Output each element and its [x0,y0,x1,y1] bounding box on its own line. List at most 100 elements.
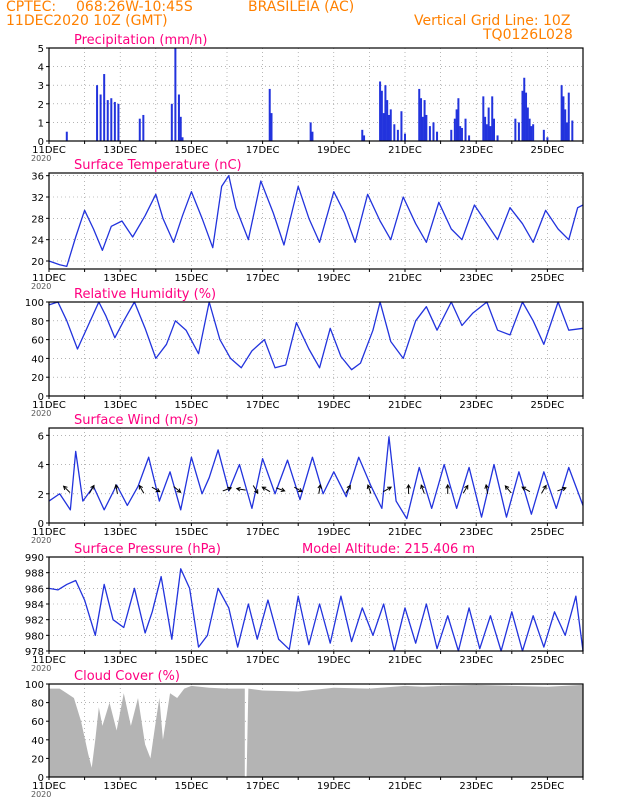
precip-bar [103,74,106,141]
precip-bar [174,48,177,141]
x-tick-label: 25DEC [531,145,565,156]
panel-frame [48,427,584,524]
x-tick-label: 23DEC [459,400,493,411]
wind-arrow-head [261,486,267,491]
precip-bar [432,122,435,141]
x-year-label: 2020 [31,536,51,545]
y-tick-label: 4 [38,63,44,74]
panel-annotation: Model Altitude: 215.406 m [302,542,475,557]
wind-arrow [504,485,512,494]
y-tick-label: 5 [38,44,44,55]
x-tick-label: 23DEC [459,655,493,666]
x-tick-label: 21DEC [388,655,422,666]
x-tick-label: 15DEC [175,781,209,792]
wind-arrow [115,484,118,494]
x-tick-label: 13DEC [103,527,137,538]
x-tick-label: 23DEC [459,781,493,792]
x-year-label: 2020 [31,154,51,163]
x-tick-label: 15DEC [175,655,209,666]
y-tick-label: 100 [25,298,44,309]
y-tick-label: 28 [31,214,44,225]
precip-bar [523,77,526,141]
precip-bar [309,122,312,141]
precip-bar [396,129,399,141]
y-tick-label: 24 [31,236,44,247]
x-tick-label: 11DEC [32,145,66,156]
y-tick-label: 0 [38,519,44,530]
precip-bar [562,96,565,141]
precip-bar [404,133,406,141]
y-tick-label: 20 [31,373,44,384]
temp-line [48,175,584,267]
panel-frame [48,47,584,142]
y-tick-label: 80 [31,699,44,710]
precip-bar [459,126,462,141]
precip-bar [489,126,492,141]
wind-arrow-head [387,486,393,491]
precip-bar [560,85,563,141]
header: CPTEC: 068:26W-10:45S BRASILEIA (AC) 11D… [0,0,618,48]
wind-arrow [236,488,246,491]
precip-bar [421,116,424,141]
x-tick-label: 13DEC [103,781,137,792]
precip-bar [382,113,385,141]
panel-title: Surface Pressure (hPa) [74,542,221,557]
panel-title: Precipitation (mm/h) [74,33,207,48]
precip-bar [96,85,99,141]
header-source: CPTEC: [6,0,57,15]
precip-bar [361,129,364,141]
x-tick-label: 19DEC [317,655,351,666]
x-tick-label: 11DEC [32,781,66,792]
wind-arrow-head [138,484,143,490]
wind-arrow-head [155,487,161,493]
wind-arrow-head [445,483,451,489]
precip-bar [106,100,109,141]
y-tick-label: 980 [25,631,44,642]
header-coords: 068:26W-10:45S [76,0,193,15]
precip-bar [460,127,463,141]
x-tick-label: 23DEC [459,273,493,284]
wind-arrow-head [484,483,489,489]
cloud-area [49,684,583,777]
wind-arrow-head [254,489,259,495]
precip-bar [517,122,520,141]
y-tick-label: 986 [25,584,44,595]
x-tick-label: 19DEC [317,400,351,411]
wind-arrow [173,486,181,493]
x-tick-label: 19DEC [317,781,351,792]
precip-bar [542,129,545,141]
y-tick-label: 0 [38,392,44,403]
panel-rh [46,301,584,399]
y-tick-label: 978 [25,647,44,658]
wind-arrow-head [420,484,425,490]
x-tick-label: 23DEC [459,527,493,538]
wind-arrow [383,486,392,493]
precip-bar [389,109,392,141]
wind-arrow-head [542,484,547,490]
precip-bar [528,118,531,141]
y-tick-label: 0 [38,137,44,148]
precip-bar [379,81,382,141]
precip-bar [420,98,423,141]
wind-arrow [151,486,160,493]
x-tick-label: 17DEC [246,781,280,792]
y-tick-label: 990 [25,553,44,564]
x-tick-label: 13DEC [103,655,137,666]
wind-arrow-head [62,485,68,491]
wind-arrow [420,484,425,494]
panel-title: Cloud Cover (%) [74,669,180,684]
precip-bar [525,92,528,141]
precip-bar [387,114,390,141]
wind-arrow [276,487,285,492]
wind-arrow [557,487,567,492]
wind-arrow [462,485,469,494]
wind-arrow-head [346,484,351,490]
x-tick-label: 21DEC [388,781,422,792]
precip-bar [530,126,533,141]
precip-bar [65,131,68,141]
precip-bar [138,118,141,141]
x-tick-label: 25DEC [531,400,565,411]
wind-arrow-head [227,486,233,492]
x-year-label: 2020 [31,790,51,799]
